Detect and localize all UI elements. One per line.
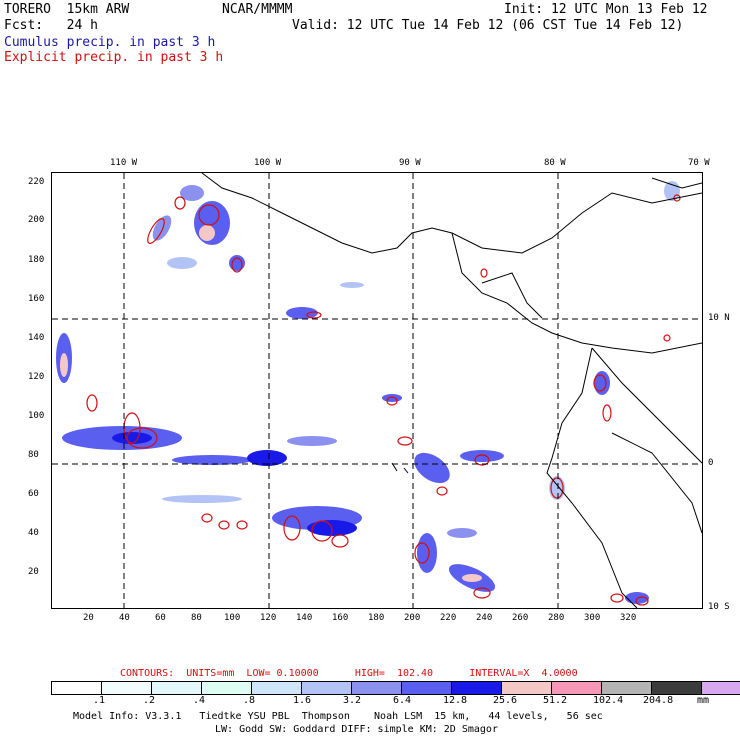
coastlines: [201, 173, 702, 608]
lon-label: 70 W: [688, 158, 710, 168]
colorbar-segment: [52, 682, 102, 694]
x-tick: 120: [260, 613, 277, 623]
colorbar-segment: [502, 682, 552, 694]
lat-label: 10 S: [708, 602, 730, 612]
y-tick: 220: [28, 177, 45, 187]
colorbar-label: 204.8: [643, 695, 674, 706]
colorbar-segment: [302, 682, 352, 694]
colorbar-segment: [452, 682, 502, 694]
colorbar-segment: [652, 682, 702, 694]
colorbar-label: .1: [93, 695, 106, 706]
colorbar-segment: [352, 682, 402, 694]
colorbar-label: .8: [243, 695, 256, 706]
x-tick: 20: [83, 613, 94, 623]
colorbar: [51, 681, 740, 695]
colorbar-label: 51.2: [543, 695, 568, 706]
colorbar-label: 3.2: [343, 695, 362, 706]
x-tick: 300: [584, 613, 601, 623]
contour-units: CONTOURS: UNITS=mm LOW= 0.10000: [120, 668, 319, 679]
y-tick: 60: [28, 489, 39, 499]
lon-label: 110 W: [110, 158, 138, 168]
organization: NCAR/MMMM: [222, 2, 293, 17]
colorbar-label: 25.6: [493, 695, 518, 706]
explicit-legend: Explicit precip. in past 3 h: [4, 50, 224, 65]
colorbar-segment: [102, 682, 152, 694]
colorbar-label: .4: [193, 695, 206, 706]
x-tick: 160: [332, 613, 349, 623]
y-tick: 200: [28, 215, 45, 225]
explicit-precip-contours: [86, 194, 681, 606]
colorbar-segment: [402, 682, 452, 694]
forecast-hour: Fcst: 24 h: [4, 18, 98, 33]
lon-label: 80 W: [544, 158, 566, 168]
lat-label: 10 N: [708, 313, 730, 323]
y-tick: 20: [28, 567, 39, 577]
graticule: [52, 173, 702, 608]
colorbar-segment: [702, 682, 740, 694]
y-tick: 80: [28, 450, 39, 460]
colorbar-segment: [552, 682, 602, 694]
contour-interval: INTERVAL=X 4.0000: [469, 668, 578, 679]
y-tick: 160: [28, 294, 45, 304]
x-tick: 40: [119, 613, 130, 623]
precip-map: [51, 172, 703, 609]
contour-high: HIGH= 102.40: [354, 668, 434, 679]
lat-label: 0: [708, 458, 714, 468]
colorbar-segment: [252, 682, 302, 694]
model-physics: LW: Godd SW: Goddard DIFF: simple KM: 2D…: [215, 724, 498, 735]
x-tick: 320: [620, 613, 637, 623]
y-tick: 120: [28, 372, 45, 382]
colorbar-segment: [202, 682, 252, 694]
contour-info: CONTOURS: UNITS=mm LOW= 0.10000 HIGH= 10…: [120, 668, 578, 679]
y-tick: 180: [28, 255, 45, 265]
colorbar-segment: [602, 682, 652, 694]
model-info: Model Info: V3.3.1 Tiedtke YSU PBL Thomp…: [73, 711, 603, 722]
x-tick: 60: [155, 613, 166, 623]
x-tick: 180: [368, 613, 385, 623]
x-tick: 140: [296, 613, 313, 623]
colorbar-segment: [152, 682, 202, 694]
colorbar-label: 6.4: [393, 695, 412, 706]
colorbar-unit: mm: [697, 695, 710, 706]
x-tick: 200: [404, 613, 421, 623]
x-tick: 220: [440, 613, 457, 623]
x-tick: 80: [191, 613, 202, 623]
colorbar-label: .2: [143, 695, 156, 706]
lon-label: 90 W: [399, 158, 421, 168]
colorbar-label: 102.4: [593, 695, 624, 706]
y-tick: 100: [28, 411, 45, 421]
x-tick: 100: [224, 613, 241, 623]
lon-label: 100 W: [254, 158, 282, 168]
x-tick: 280: [548, 613, 565, 623]
x-tick: 260: [512, 613, 529, 623]
colorbar-label: 12.8: [443, 695, 468, 706]
cumulus-legend: Cumulus precip. in past 3 h: [4, 35, 216, 50]
model-title: TORERO 15km ARW: [4, 2, 130, 17]
cumulus-precip-areas: [56, 181, 680, 604]
colorbar-label: 1.6: [293, 695, 312, 706]
y-tick: 140: [28, 333, 45, 343]
valid-time: Valid: 12 UTC Tue 14 Feb 12 (06 CST Tue …: [292, 18, 684, 33]
init-time: Init: 12 UTC Mon 13 Feb 12: [504, 2, 708, 17]
x-tick: 240: [476, 613, 493, 623]
y-tick: 40: [28, 528, 39, 538]
map-canvas: [52, 173, 702, 608]
